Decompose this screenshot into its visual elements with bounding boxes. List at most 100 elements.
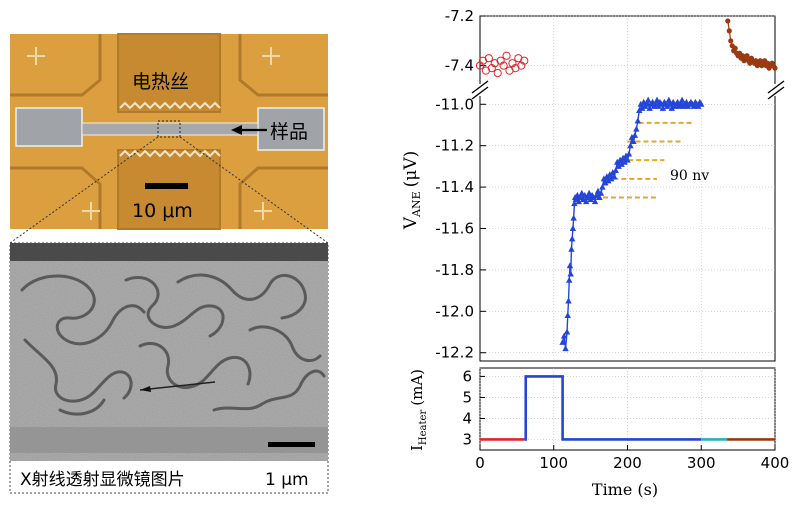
x-tick-label: 200 (613, 454, 642, 472)
data-point (630, 138, 637, 145)
data-point (560, 332, 568, 339)
data-point (611, 173, 618, 180)
data-point (559, 338, 566, 345)
data-point (564, 311, 571, 318)
data-point (568, 235, 576, 242)
data-point (653, 96, 661, 103)
data-point (655, 102, 662, 109)
data-point (652, 100, 659, 107)
data-point (599, 183, 606, 190)
data-point (569, 225, 577, 231)
svg-text:IHeater(mA): IHeater (mA) (408, 369, 429, 451)
data-point (575, 198, 583, 205)
data-point (726, 28, 732, 34)
lower-gridlines (479, 368, 776, 450)
data-point (608, 175, 615, 182)
x-tick-label: 100 (539, 454, 568, 472)
micrograph-panel: 10 μm 电热丝 样品 (0, 0, 340, 505)
data-point (621, 158, 628, 165)
lower-y-label: IHeater (mA) (408, 369, 429, 451)
data-point (690, 102, 698, 109)
data-point (624, 156, 631, 163)
lower-y-tick-label: -11.4 (435, 178, 474, 196)
data-point (502, 51, 511, 60)
data-point (493, 69, 502, 78)
data-point (580, 196, 587, 203)
data-point (728, 38, 734, 44)
lower-ticks: 3 4 5 6 0 100 200 300 400 (462, 367, 789, 472)
data-point (585, 189, 593, 196)
data-point (484, 54, 493, 63)
data-point (574, 191, 581, 198)
lower-y-tick-label: -11.8 (435, 261, 474, 279)
scale-bar-xray (268, 442, 315, 447)
upper-y-tick-label: -7.4 (445, 57, 474, 75)
ylabel2-main: I (408, 445, 426, 451)
sample-label: 样品 (270, 121, 308, 143)
xray-caption: X射线透射显微镜图片 (20, 470, 185, 490)
ylabel2-sub: Heater (418, 410, 429, 446)
lower-y-tick-label: -12.0 (435, 302, 474, 320)
data-point (643, 100, 650, 107)
data-point (646, 104, 653, 111)
ylabel2-unit: (mA) (408, 369, 426, 406)
data-point (565, 297, 572, 304)
data-point (562, 345, 569, 352)
x-axis-label: Time (s) (592, 480, 658, 499)
data-point (596, 193, 603, 200)
optical-micrograph: 10 μm 电热丝 样品 (10, 33, 328, 230)
data-point (732, 45, 738, 51)
data-point (636, 106, 643, 113)
heater-label: 电热丝 (132, 71, 189, 93)
data-point (668, 104, 675, 111)
data-point (587, 196, 594, 203)
data-point (695, 102, 702, 109)
lower-y-tick-label: 5 (462, 388, 472, 406)
data-point (594, 187, 602, 194)
x-tick-label: 0 (475, 454, 485, 472)
data-point (631, 131, 639, 138)
data-point (615, 162, 622, 169)
lower-y-tick-label: 6 (462, 367, 472, 385)
lower-y-tick-label: 3 (462, 430, 472, 448)
ylabel-main: V (401, 216, 421, 230)
data-point (584, 193, 591, 200)
data-point (567, 270, 574, 277)
data-point (602, 179, 609, 186)
data-point (577, 193, 584, 200)
data-point (568, 245, 575, 252)
alignment-marks (27, 47, 280, 220)
data-point (618, 160, 625, 167)
lower-y-tick-label: -11.0 (435, 95, 474, 113)
data-point (605, 177, 612, 184)
xray-micrograph: X射线透射显微镜图片 1 μm (9, 242, 329, 494)
chart-svg: -7.2 -7.4 -11.0 -11.2 -11.4 -11.6 -11.8 -12.0 -1… (401, 7, 789, 499)
domain-pattern (20, 273, 326, 416)
data-point (578, 189, 585, 196)
ylabel-sub: ANE (410, 191, 423, 218)
micrograph-svg: 10 μm 电热丝 样品 (9, 33, 329, 494)
lower-y-tick-label: -12.2 (435, 344, 474, 362)
data-point (677, 100, 684, 107)
data-point (625, 150, 633, 157)
data-point (659, 104, 667, 111)
chart-panel: -7.2 -7.4 -11.0 -11.2 -11.4 -11.6 -11.8 -12.0 -1… (340, 0, 799, 505)
upper-y-tick-label: -7.2 (445, 7, 474, 25)
data-point (744, 53, 750, 59)
svg-text:VANE(μV): VANE (μV) (401, 151, 423, 230)
upper-y-label: VANE (μV) (401, 151, 423, 230)
axis-break (471, 80, 785, 100)
scale-label-xray: 1 μm (265, 470, 309, 490)
x-tick-label: 300 (687, 454, 716, 472)
upper-y-ticks: -7.2 -7.4 -11.0 -11.2 -11.4 -11.6 -11.8 -12.0 -1… (435, 7, 486, 362)
data-point (644, 96, 652, 103)
data-point (664, 102, 671, 109)
data-point (725, 18, 731, 24)
upper-gridlines (480, 15, 775, 361)
data-point (566, 276, 573, 283)
lower-y-tick-label: -11.2 (435, 137, 474, 155)
scale-bar (145, 183, 188, 189)
data-point (597, 189, 605, 196)
data-point (520, 56, 529, 65)
data-point (571, 200, 578, 207)
